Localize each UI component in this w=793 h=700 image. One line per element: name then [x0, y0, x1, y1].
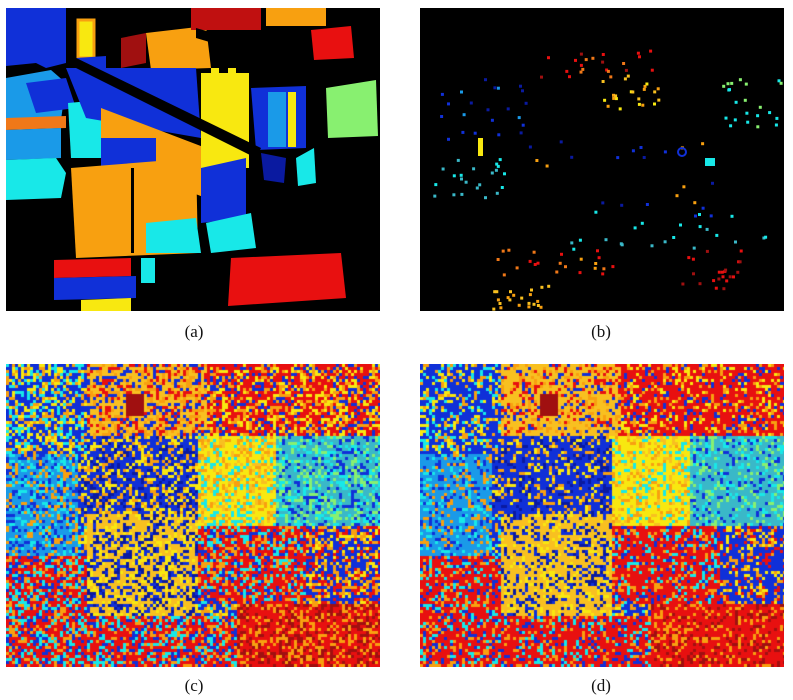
- classification-map-c: [6, 364, 380, 667]
- caption-d: (d): [591, 676, 611, 695]
- caption-a: (a): [184, 322, 204, 341]
- caption-c: (c): [184, 676, 204, 695]
- ground-truth-map: [6, 8, 380, 311]
- caption-b: (b): [591, 322, 611, 341]
- training-samples-map: [420, 8, 784, 311]
- classification-map-d: [420, 364, 784, 667]
